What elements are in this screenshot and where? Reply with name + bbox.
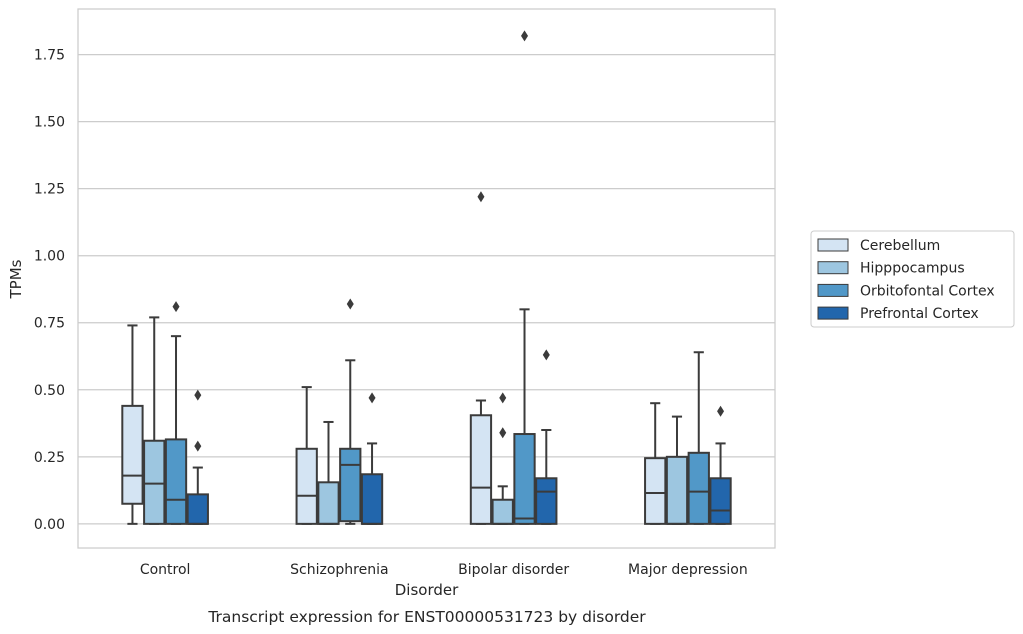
outlier-point bbox=[542, 349, 550, 361]
legend-label: Cerebellum bbox=[860, 238, 940, 254]
box-body bbox=[491, 498, 514, 525]
outlier-point bbox=[368, 392, 376, 404]
y-tick-label: 0.25 bbox=[34, 450, 65, 466]
box-cerebellum bbox=[121, 324, 144, 525]
box-body bbox=[186, 493, 209, 525]
outlier-point bbox=[499, 427, 507, 439]
legend-swatch bbox=[817, 306, 849, 320]
box-hipppocampus bbox=[143, 316, 166, 525]
y-tick-label: 1.75 bbox=[34, 48, 65, 64]
box-orbitofontal-cortex bbox=[164, 301, 188, 525]
y-tick-labels: 0.00 0.25 0.50 0.75 1.00 1.25 1.50 1.75 bbox=[34, 48, 65, 533]
box-cerebellum bbox=[644, 402, 667, 525]
box-hipppocampus bbox=[491, 392, 514, 525]
box-body bbox=[339, 447, 362, 523]
box-body bbox=[143, 439, 166, 525]
box-body bbox=[665, 455, 689, 525]
box-body bbox=[513, 433, 536, 525]
legend-label: Hipppocampus bbox=[860, 261, 965, 277]
box-body bbox=[164, 438, 188, 525]
box-body bbox=[360, 473, 384, 525]
box-body bbox=[687, 451, 710, 525]
legend-swatch bbox=[817, 261, 849, 275]
x-tick-label: Bipolar disorder bbox=[458, 562, 569, 578]
boxes bbox=[121, 30, 732, 525]
box-prefrontal-cortex bbox=[535, 349, 558, 525]
legend-label: Orbitofontal Cortex bbox=[860, 283, 995, 299]
box-body bbox=[295, 447, 318, 525]
x-tick-label: Control bbox=[140, 562, 191, 578]
outlier-point bbox=[194, 440, 202, 452]
chart-caption: Transcript expression for ENST0000053172… bbox=[207, 608, 646, 626]
y-tick-label: 1.00 bbox=[34, 249, 65, 265]
x-tick-label: Major depression bbox=[628, 562, 748, 578]
y-axis-label: TPMs bbox=[7, 259, 25, 299]
y-tick-label: 0.00 bbox=[34, 517, 65, 533]
box-hipppocampus bbox=[665, 415, 689, 525]
y-tick-label: 1.25 bbox=[34, 182, 65, 198]
y-tick-label: 0.50 bbox=[34, 383, 65, 399]
box-body bbox=[469, 414, 493, 525]
outlier-point bbox=[346, 298, 354, 310]
legend-frame bbox=[810, 230, 1015, 328]
outlier-point bbox=[499, 392, 507, 404]
outlier-point bbox=[717, 405, 725, 417]
box-body bbox=[644, 457, 667, 525]
y-tick-label: 1.50 bbox=[34, 115, 65, 131]
x-tick-labels: Control Schizophrenia Bipolar disorder Majo… bbox=[140, 562, 748, 578]
box-cerebellum bbox=[469, 191, 493, 525]
box-prefrontal-cortex bbox=[360, 392, 384, 525]
box-prefrontal-cortex bbox=[709, 405, 732, 525]
box-orbitofontal-cortex bbox=[687, 351, 710, 525]
box-hipppocampus bbox=[317, 420, 340, 525]
box-orbitofontal-cortex bbox=[339, 298, 362, 525]
legend-swatch bbox=[817, 238, 849, 252]
x-tick-label: Schizophrenia bbox=[290, 562, 388, 578]
legend-swatch bbox=[817, 283, 849, 297]
box-cerebellum bbox=[295, 386, 318, 525]
box-body bbox=[709, 477, 732, 525]
outlier-point bbox=[521, 30, 529, 42]
plot-frame bbox=[77, 8, 776, 549]
box-orbitofontal-cortex bbox=[513, 30, 536, 525]
box-prefrontal-cortex bbox=[186, 389, 209, 525]
box-body bbox=[535, 477, 558, 525]
y-tick-label: 0.75 bbox=[34, 316, 65, 332]
legend: Cerebellum Hipppocampus Orbitofontal Corte… bbox=[810, 230, 1015, 328]
x-axis-label: Disorder bbox=[395, 581, 459, 599]
box-body bbox=[121, 404, 144, 505]
outlier-point bbox=[194, 389, 202, 401]
outlier-point bbox=[477, 191, 485, 203]
legend-label: Prefrontal Cortex bbox=[860, 306, 979, 322]
outlier-point bbox=[172, 301, 180, 313]
box-body bbox=[317, 481, 340, 525]
